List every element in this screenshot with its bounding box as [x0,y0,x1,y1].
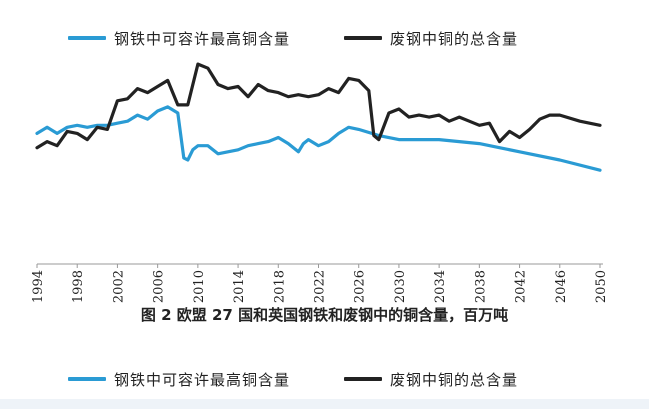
x-tick-label-5: 2014 [232,270,247,303]
series-layer [35,62,602,172]
x-tick-label-14: 2050 [594,270,609,303]
legend-bottom-item-series-0: 钢铁中可容许最高铜含量 [68,369,290,390]
x-tick-label-3: 2006 [152,270,167,303]
legend-bottom-item-series-1: 废钢中铜的总含量 [344,369,518,390]
chart-caption: 图 2 欧盟 27 国和英国钢铁和废钢中的铜含量，百万吨 [140,306,509,324]
legend-item-series-0: 钢铁中可容许最高铜含量 [68,28,290,49]
x-tick-label-11: 2038 [473,270,488,303]
legend-bottom-label-series-1: 废钢中铜的总含量 [390,370,519,389]
series-line-0 [35,105,602,172]
legend-swatch-series-0 [68,36,106,40]
x-tick-label-13: 2046 [554,270,569,303]
series-line-1 [35,62,602,150]
x-tick-label-0: 1994 [31,270,46,303]
legend-swatch-series-1 [344,36,382,40]
legend-label-series-0: 钢铁中可容许最高铜含量 [114,29,291,48]
x-tick-label-4: 2010 [192,270,207,303]
x-tick-label-1: 1998 [71,270,86,303]
x-tick-label-10: 2034 [433,270,448,303]
legend-bottom: 钢铁中可容许最高铜含量 废钢中铜的总含量 [0,367,649,391]
x-tick-label-12: 2042 [514,270,529,303]
legend-item-series-1: 废钢中铜的总含量 [344,28,518,49]
bottom-band [0,399,649,409]
x-tick-label-8: 2026 [353,270,368,303]
legend-bottom-label-series-0: 钢铁中可容许最高铜含量 [114,370,291,389]
legend-bottom-swatch-series-0 [68,377,106,381]
x-tick-label-7: 2022 [313,270,328,303]
x-axis-ticks: 1994 1998 2002 2006 2010 2014 2018 2022 2026 2030… [31,264,609,303]
x-tick-label-2: 2002 [111,270,126,303]
x-tick-label-9: 2030 [393,270,408,303]
legend-bottom-swatch-series-1 [344,377,382,381]
x-tick-label-6: 2018 [272,270,287,303]
legend-top: 钢铁中可容许最高铜含量 废钢中铜的总含量 [0,26,649,50]
legend-label-series-1: 废钢中铜的总含量 [390,29,519,48]
